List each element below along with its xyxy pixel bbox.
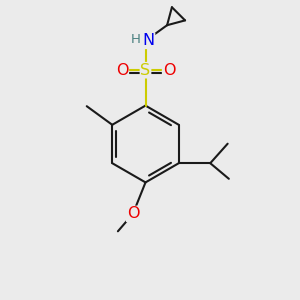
Text: N: N <box>142 33 154 48</box>
Text: H: H <box>131 33 141 46</box>
Text: O: O <box>127 206 139 221</box>
Text: O: O <box>116 63 128 78</box>
Text: S: S <box>140 63 151 78</box>
Text: O: O <box>163 63 175 78</box>
